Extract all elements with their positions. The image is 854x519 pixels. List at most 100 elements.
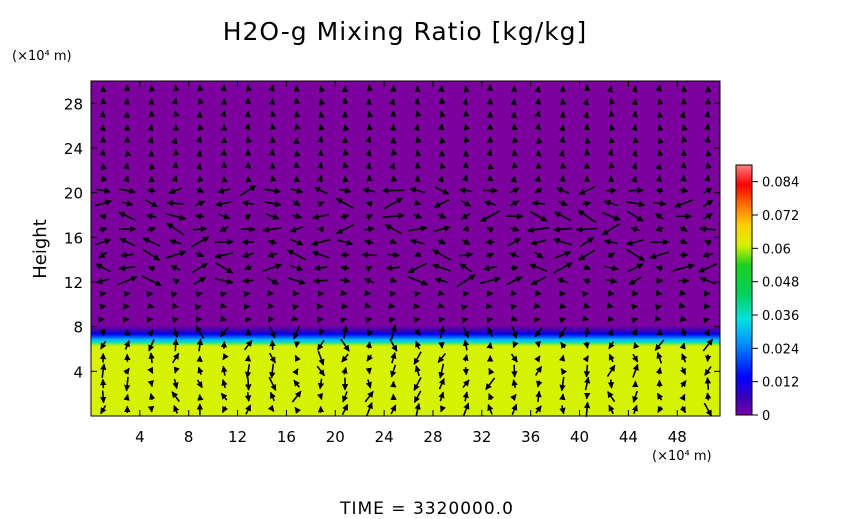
wind-vector: [266, 251, 278, 258]
wind-vector: [100, 405, 107, 415]
wind-vector: [294, 354, 301, 363]
wind-vector: [123, 290, 131, 298]
wind-vector: [657, 137, 664, 145]
wind-vector: [462, 391, 469, 402]
wind-vector: [552, 237, 573, 246]
wind-vector: [657, 149, 664, 157]
wind-vector: [172, 161, 179, 169]
wind-vector: [317, 226, 325, 233]
wind-vector: [197, 97, 205, 105]
wind-vector: [366, 110, 374, 118]
colorbar: [735, 164, 753, 416]
wind-vector: [434, 186, 450, 195]
wind-vector: [390, 276, 398, 284]
wind-vector: [460, 199, 472, 207]
wind-vector: [607, 252, 616, 259]
wind-vector: [221, 405, 229, 414]
wind-vector: [462, 354, 469, 362]
wind-vector: [365, 265, 373, 272]
wind-vector: [170, 291, 178, 298]
wind-vector: [414, 402, 421, 416]
wind-vector: [631, 317, 639, 324]
wind-vector: [437, 289, 445, 296]
wind-vector: [559, 405, 566, 415]
wind-vector: [316, 365, 326, 377]
wind-vector: [292, 368, 299, 376]
wind-vector: [438, 377, 445, 390]
wind-vector: [389, 338, 398, 352]
wind-vector: [147, 226, 156, 233]
wind-vector: [340, 338, 350, 352]
wind-vector: [631, 328, 638, 336]
wind-vector: [173, 366, 180, 374]
colorbar-tick-label: 0.024: [762, 342, 799, 357]
wind-vector: [317, 378, 325, 390]
wind-vector: [578, 186, 596, 195]
wind-vector: [438, 341, 445, 349]
wind-vector: [554, 250, 572, 259]
wind-vector: [583, 264, 591, 271]
wind-vector: [655, 187, 664, 195]
wind-vector: [608, 353, 615, 363]
wind-vector: [633, 341, 640, 350]
wind-vector: [437, 238, 446, 245]
wind-vector: [141, 275, 162, 287]
wind-vector: [313, 264, 328, 272]
wind-vector: [509, 187, 520, 194]
wind-vector: [631, 404, 638, 415]
wind-vector: [365, 136, 372, 144]
y-axis: 4 8 12 16 20 24 28: [64, 95, 720, 381]
wind-vector: [413, 290, 421, 298]
wind-vector: [607, 391, 616, 403]
wind-vector: [191, 262, 209, 274]
wind-vector: [679, 342, 686, 350]
wind-vector: [486, 226, 494, 234]
wind-vector: [559, 376, 566, 392]
colorbar-tick-label: 0.036: [762, 309, 799, 324]
wind-vector: [244, 264, 253, 271]
wind-vector: [268, 376, 277, 392]
wind-vector: [364, 390, 374, 403]
colorbar-tick-label: 0.084: [762, 176, 799, 191]
colorbar-tick-label: 0.012: [762, 376, 799, 391]
wind-vector: [625, 200, 646, 208]
wind-vector: [390, 404, 397, 415]
wind-vector: [364, 277, 375, 284]
wind-vector: [432, 263, 452, 272]
wind-vector: [703, 187, 713, 194]
wind-vector: [607, 379, 615, 389]
wind-vector: [437, 175, 444, 183]
wind-vector: [268, 149, 276, 156]
wind-vector: [679, 406, 687, 414]
wind-vector: [362, 187, 376, 194]
wind-vector: [534, 97, 542, 105]
wind-vector: [697, 262, 718, 273]
wind-vector: [366, 123, 374, 131]
wind-vector: [462, 402, 470, 417]
wind-vector: [146, 329, 154, 337]
wind-vector: [365, 316, 373, 324]
wind-vector: [656, 392, 664, 401]
wind-vector: [655, 212, 664, 220]
wind-vector: [583, 376, 591, 391]
wind-vector: [414, 250, 422, 257]
wind-vector: [462, 339, 470, 351]
wind-vector: [534, 186, 543, 194]
wind-vector: [316, 392, 324, 401]
wind-vector: [98, 251, 108, 259]
wind-vector: [679, 315, 687, 322]
wind-vector: [142, 237, 161, 247]
wind-vector: [631, 124, 638, 132]
wind-vector: [384, 224, 402, 235]
wind-vector: [365, 402, 373, 417]
wind-vector: [145, 199, 159, 208]
wind-vector: [195, 163, 202, 171]
wind-vector: [702, 251, 714, 258]
wind-vector: [267, 239, 277, 246]
wind-vector: [655, 265, 663, 272]
time-label: TIME = 3320000.0: [339, 499, 514, 519]
wind-vector: [577, 209, 597, 224]
wind-vector: [123, 367, 130, 375]
wind-vector: [507, 237, 522, 247]
wind-vectors: [94, 84, 718, 417]
